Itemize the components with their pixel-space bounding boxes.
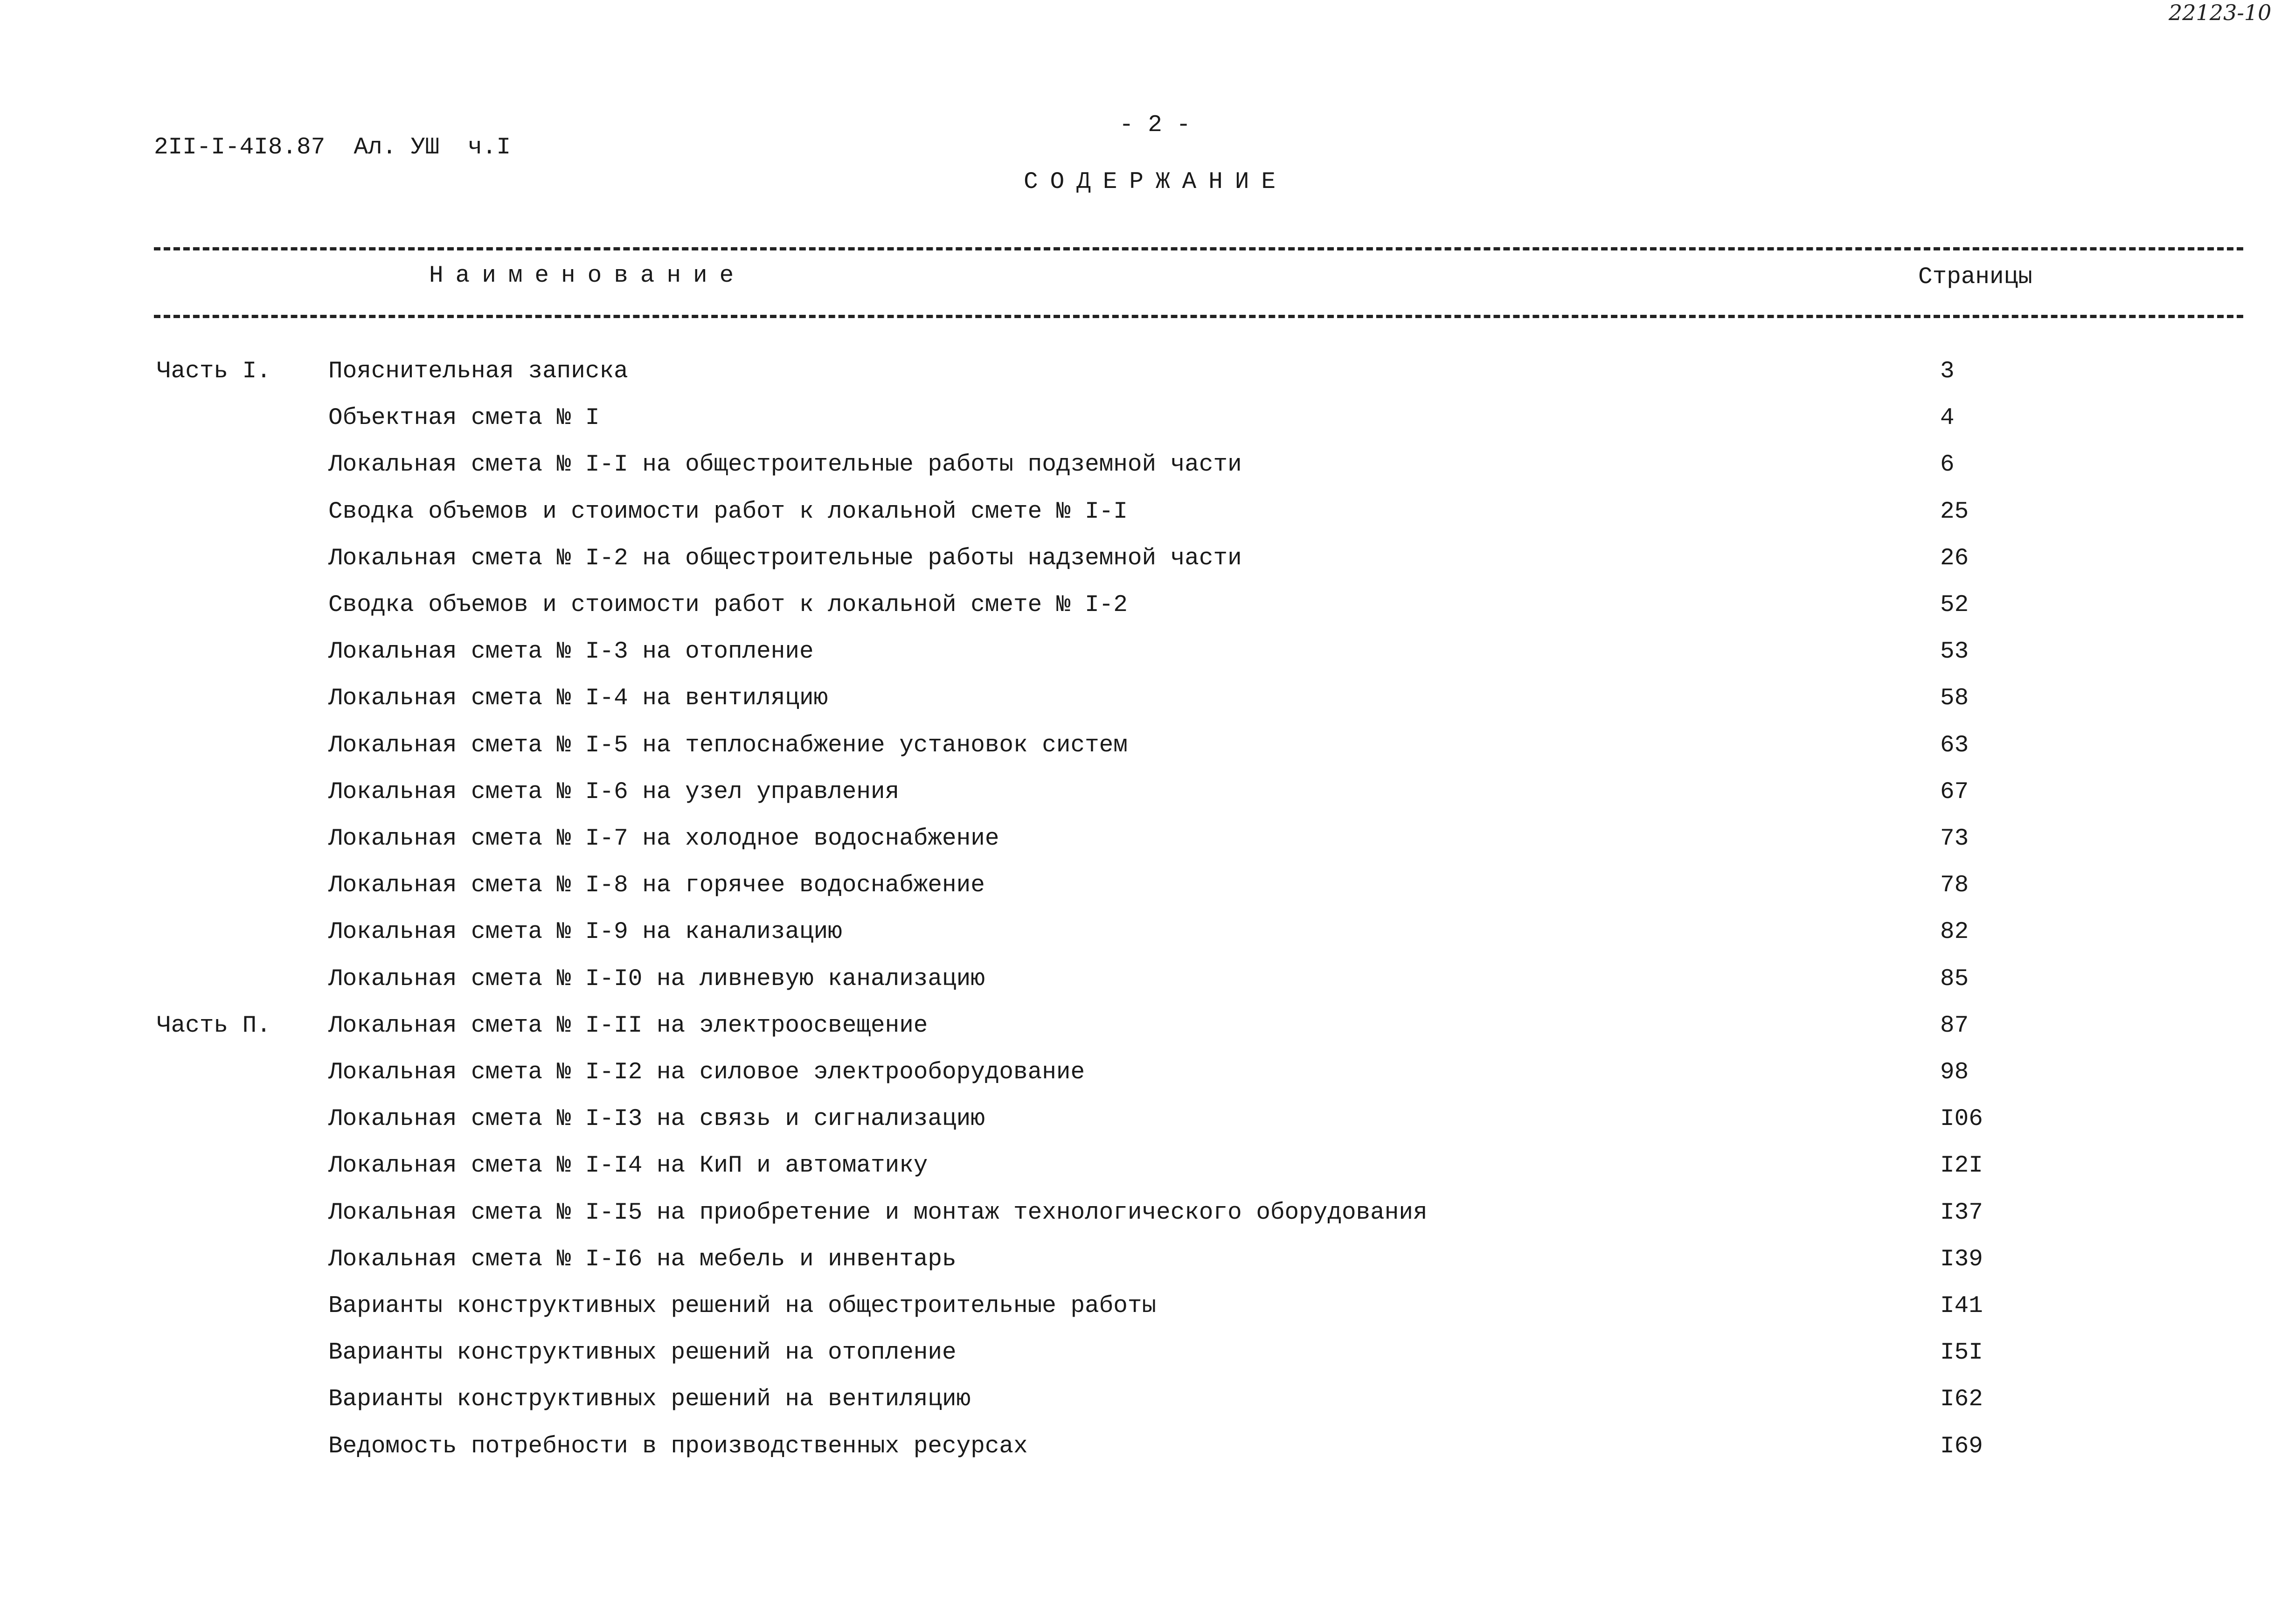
entry-name: Локальная смета № I-II на электроосвещен… — [328, 1012, 928, 1039]
contents-row: Локальная смета № I-5 на теплоснабжение … — [0, 732, 2295, 779]
contents-row: Локальная смета № I-I на общестроительны… — [0, 451, 2295, 498]
entry-page: 53 — [1940, 638, 1969, 666]
entry-page: 4 — [1940, 405, 1955, 432]
contents-row: Локальная смета № I-I0 на ливневую канал… — [0, 966, 2295, 1013]
contents-row: Сводка объемов и стоимости работ к локал… — [0, 499, 2295, 545]
contents-row: Локальная смета № I-6 на узел управления… — [0, 779, 2295, 826]
entry-name: Локальная смета № I-3 на отопление — [328, 638, 814, 666]
entry-page: 6 — [1940, 451, 1955, 479]
entry-page: 3 — [1940, 358, 1955, 385]
entry-page: I06 — [1940, 1106, 1983, 1133]
entry-page: 26 — [1940, 545, 1969, 572]
contents-row: Ведомость потребности в производственных… — [0, 1433, 2295, 1480]
entry-name: Варианты конструктивных решений на отопл… — [328, 1339, 957, 1367]
entry-page: 63 — [1940, 732, 1969, 759]
entry-name: Варианты конструктивных решений на общес… — [328, 1293, 1157, 1319]
contents-row: Локальная смета № I-I3 на связь и сигнал… — [0, 1106, 2295, 1152]
entry-name: Пояснительная записка — [328, 358, 628, 385]
contents-row: Локальная смета № I-2 на общестроительны… — [0, 545, 2295, 592]
contents-row: Объектная смета № I 4 — [0, 405, 2295, 451]
entry-name: Сводка объемов и стоимости работ к локал… — [328, 498, 1128, 525]
divider-top — [154, 247, 2243, 250]
contents-row: Варианты конструктивных решений на общес… — [0, 1293, 2295, 1339]
entry-name: Сводка объемов и стоимости работ к локал… — [328, 592, 1128, 618]
entry-name: Локальная смета № I-8 на горячее водосна… — [328, 872, 985, 899]
entry-page: I37 — [1940, 1199, 1983, 1226]
entry-page: 98 — [1940, 1059, 1969, 1086]
entry-page: I2I — [1940, 1152, 1983, 1180]
entry-page: I39 — [1940, 1246, 1983, 1273]
entry-page: 73 — [1940, 826, 1969, 852]
contents-row: Локальная смета № I-I6 на мебель и инвен… — [0, 1246, 2295, 1293]
contents-row: Часть I. Пояснительная записка 3 — [0, 358, 2295, 405]
entry-name: Локальная смета № I-I6 на мебель и инвен… — [328, 1246, 957, 1273]
entry-name: Объектная смета № I — [328, 405, 600, 432]
entry-name: Локальная смета № I-6 на узел управления — [328, 778, 900, 805]
entry-name: Ведомость потребности в производственных… — [328, 1433, 1028, 1460]
entry-name: Локальная смета № I-I3 на связь и сигнал… — [328, 1106, 985, 1133]
entry-name: Варианты конструктивных решений на венти… — [328, 1386, 971, 1413]
contents-row: Локальная смета № I-I2 на силовое электр… — [0, 1059, 2295, 1106]
column-header-name: Наименование — [429, 263, 746, 289]
entry-name: Локальная смета № I-4 на вентиляцию — [328, 685, 828, 712]
contents-row: Локальная смета № I-4 на вентиляцию 58 — [0, 685, 2295, 732]
entry-page: 87 — [1940, 1012, 1969, 1039]
contents-row: Локальная смета № I-7 на холодное водосн… — [0, 826, 2295, 872]
contents-row: Локальная смета № I-8 на горячее водосна… — [0, 872, 2295, 919]
entry-name: Локальная смета № I-7 на холодное водосн… — [328, 826, 999, 852]
entry-page: 85 — [1940, 965, 1969, 992]
contents-row: Локальная смета № I-9 на канализацию 82 — [0, 919, 2295, 965]
entry-name: Локальная смета № I-2 на общестроительны… — [328, 545, 1242, 572]
contents-row: Сводка объемов и стоимости работ к локал… — [0, 592, 2295, 638]
contents-row: Часть П. Локальная смета № I-II на электр… — [0, 1013, 2295, 1059]
part-label: Часть I. — [157, 358, 271, 385]
entry-page: I5I — [1940, 1339, 1983, 1367]
handwritten-note: 22123-10 — [2169, 0, 2272, 25]
entry-name: Локальная смета № I-9 на канализацию — [328, 919, 842, 946]
entry-page: 52 — [1940, 592, 1969, 618]
entry-page: I41 — [1940, 1293, 1983, 1319]
contents-row: Варианты конструктивных решений на венти… — [0, 1386, 2295, 1433]
page-title: СОДЕРЖАНИЕ — [1024, 169, 1288, 195]
contents-row: Локальная смета № I-I4 на КиП и автомати… — [0, 1152, 2295, 1199]
contents-row: Локальная смета № I-I5 на приобретение и… — [0, 1200, 2295, 1246]
entry-page: 25 — [1940, 498, 1969, 525]
column-header-pages: Страницы — [1918, 264, 2032, 291]
document-code: 2II-I-4I8.87 Ал. УШ ч.I — [154, 134, 511, 161]
entry-page: 58 — [1940, 685, 1969, 712]
entry-name: Локальная смета № I-I5 на приобретение и… — [328, 1199, 1428, 1226]
entry-name: Локальная смета № I-I0 на ливневую канал… — [328, 965, 985, 992]
entry-page: I62 — [1940, 1386, 1983, 1413]
contents-row: Варианты конструктивных решений на отопл… — [0, 1339, 2295, 1386]
entry-page: 82 — [1940, 919, 1969, 946]
entry-name: Локальная смета № I-I4 на КиП и автомати… — [328, 1152, 928, 1180]
entry-page: 67 — [1940, 778, 1969, 805]
entry-name: Локальная смета № I-I2 на силовое электр… — [328, 1059, 1085, 1086]
entry-name: Локальная смета № I-5 на теплоснабжение … — [328, 732, 1128, 759]
part-label: Часть П. — [157, 1012, 271, 1039]
contents-row: Локальная смета № I-3 на отопление 53 — [0, 638, 2295, 685]
entry-page: I69 — [1940, 1433, 1983, 1460]
page-number: - 2 - — [1119, 112, 1191, 139]
entry-page: 78 — [1940, 872, 1969, 899]
divider-bottom — [154, 315, 2243, 318]
entry-name: Локальная смета № I-I на общестроительны… — [328, 451, 1242, 479]
